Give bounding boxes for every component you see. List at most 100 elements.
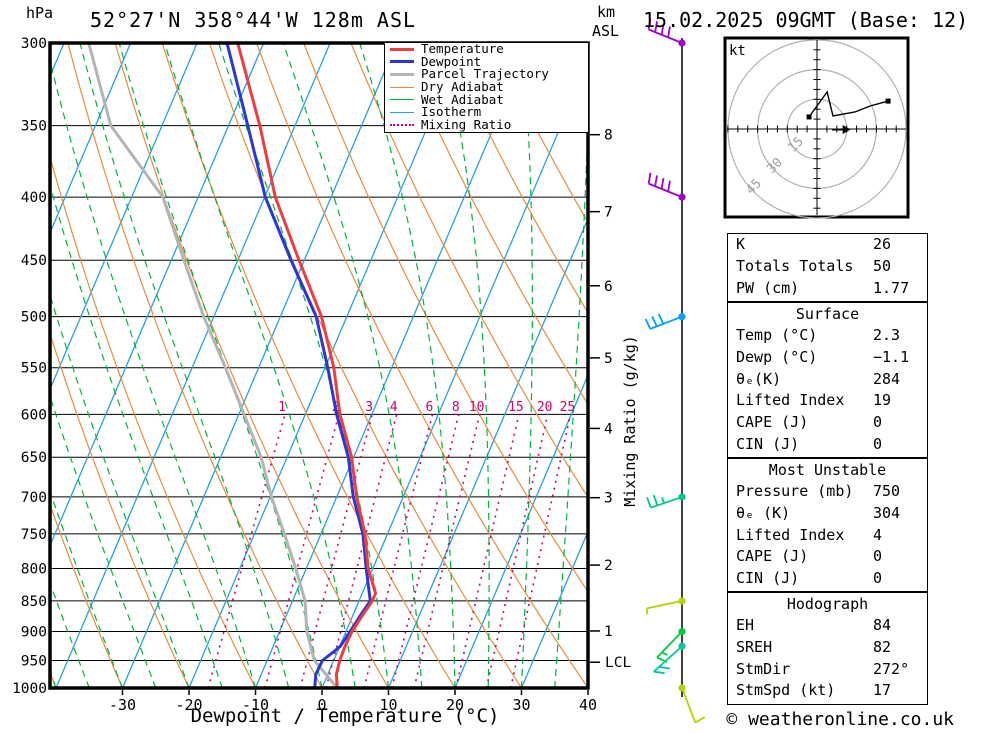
stat-value: 1.77 [873, 278, 910, 297]
stat-value: 0 [873, 547, 883, 566]
mixing-ratio-value-label: 15 [508, 400, 524, 415]
stat-row: SREH 82 [728, 637, 927, 659]
pressure-tick-label: 500 [21, 310, 47, 326]
legend-swatch [390, 47, 414, 51]
legend-label: Temperature [421, 41, 504, 57]
dry-adiabat-line [50, 502, 124, 688]
wind-barb-column [644, 18, 706, 724]
stat-label: Lifted Index [736, 391, 845, 410]
wind-barb [656, 627, 686, 663]
mixing-ratio-value-label: 6 [426, 400, 434, 415]
legend-item-temperature: Temperature [385, 43, 588, 56]
stats-panel-most-unstable: Most Unstable Pressure (mb) 750 θₑ (K) 304 Li… [727, 458, 928, 592]
dry-adiabat-line [256, 43, 588, 688]
wet-adiabat-line [442, 43, 490, 688]
pressure-tick-label: 950 [21, 654, 47, 670]
chart-legend: Temperature Dewpoint Parcel Trajectory Dry … [384, 42, 589, 133]
wind-barb-station-dot [678, 627, 686, 636]
stat-row: CAPE (J) 0 [728, 412, 927, 434]
height-axis-unit-asl: ASL [592, 22, 620, 40]
stat-label: Dewp (°C) [736, 347, 818, 366]
legend-item-dewpoint: Dewpoint [385, 53, 588, 69]
wet-adiabat-line [118, 43, 323, 688]
pressure-tick-label: 650 [21, 450, 47, 466]
dry-adiabat-line [67, 43, 323, 688]
wet-adiabat-line [50, 489, 124, 688]
wet-adiabat-line [282, 43, 423, 688]
mixing-ratio-axis-title: Mixing Ratio (g/kg) [621, 335, 639, 507]
km-tick-label: 8 [604, 128, 613, 144]
mixing-ratio-value-label: 20 [537, 400, 553, 415]
mixing-ratio-line [455, 414, 520, 688]
stat-label: θₑ (K) [736, 503, 791, 522]
hodograph-unit-label: kt [729, 43, 746, 59]
dry-adiabat-line [303, 43, 588, 593]
hodograph-trace-endpoint [806, 114, 812, 120]
temp-tick-label: 10 [379, 696, 397, 714]
stat-label: K [736, 235, 746, 253]
stat-value: 304 [873, 503, 901, 522]
stat-label: Lifted Index [736, 525, 845, 544]
stat-row: K 26 [728, 234, 927, 256]
stat-label: Totals Totals [736, 256, 854, 275]
stat-value: 750 [873, 482, 901, 500]
stat-value: 84 [873, 616, 892, 634]
legend-label: Isotherm [421, 104, 482, 120]
station-title: 52°27'N 358°44'W 128m ASL [90, 8, 417, 32]
mixing-ratio-value-label: 1 [278, 400, 286, 415]
wind-barb-station-dot [678, 193, 686, 201]
temp-tick-label: -10 [242, 696, 269, 714]
stat-row: EH 84 [728, 615, 927, 637]
legend-swatch [390, 123, 414, 126]
stat-label: CAPE (J) [736, 413, 809, 432]
dewpoint-curve [225, 43, 372, 688]
legend-label: Dewpoint [421, 53, 482, 69]
stat-row: StmSpd (kt) 17 [728, 680, 927, 702]
sounding-curves [87, 43, 377, 688]
legend-label: Wet Adiabat [421, 91, 504, 107]
km-tick-label: 7 [604, 205, 613, 221]
stat-row: CAPE (J) 0 [728, 546, 927, 568]
legend-item-dry-adiabat: Dry Adiabat [385, 80, 588, 94]
pressure-tick-label: 700 [21, 490, 47, 506]
isotherm-line [50, 43, 265, 548]
mixing-ratio-value-label: 25 [560, 400, 576, 415]
isotherm-line [55, 43, 331, 688]
mixing-ratio-line [485, 414, 549, 688]
stat-label: CIN (J) [736, 569, 800, 588]
stat-value: 26 [873, 235, 892, 253]
dry-adiabat-line [397, 43, 588, 406]
wind-barb-station-dot [678, 493, 686, 501]
stat-row: CIN (J) 0 [728, 434, 927, 456]
stat-row: StmDir 272° [728, 659, 927, 681]
km-tick-label: 6 [604, 279, 613, 295]
legend-item-mixing-ratio: Mixing Ratio [385, 118, 588, 132]
dry-adiabat-line [491, 43, 588, 224]
wind-barb-station-dot [678, 684, 686, 692]
isotherm-line [50, 43, 132, 235]
dry-adiabat-line [208, 43, 523, 688]
legend-swatch [390, 60, 414, 64]
km-tick-label: 4 [604, 421, 613, 437]
pressure-tick-label: 300 [21, 36, 47, 52]
wind-barb-station-dot [678, 642, 686, 650]
isotherm-line [387, 216, 588, 688]
height-axis-unit-km: km [597, 3, 616, 21]
temp-tick-label: 0 [317, 696, 326, 714]
pressure-tick-label: 550 [21, 361, 47, 377]
x-axis-title: Dewpoint / Temperature (°C) [190, 705, 500, 727]
legend-swatch [390, 99, 414, 101]
wind-barb [646, 493, 686, 509]
pressure-tick-label: 450 [21, 253, 47, 269]
mixing-ratio-line [413, 414, 481, 688]
temp-tick-label: 30 [512, 696, 530, 714]
stat-label: θₑ(K) [736, 369, 782, 388]
plot-frame [48, 41, 590, 690]
stat-label: CAPE (J) [736, 547, 809, 566]
stat-row: PW (cm) 1.77 [728, 278, 927, 300]
wind-barb-station-dot [678, 39, 686, 47]
isotherm-line [454, 373, 588, 688]
legend-label: Parcel Trajectory [421, 66, 549, 82]
pressure-axis-unit-label: hPa [26, 4, 54, 22]
